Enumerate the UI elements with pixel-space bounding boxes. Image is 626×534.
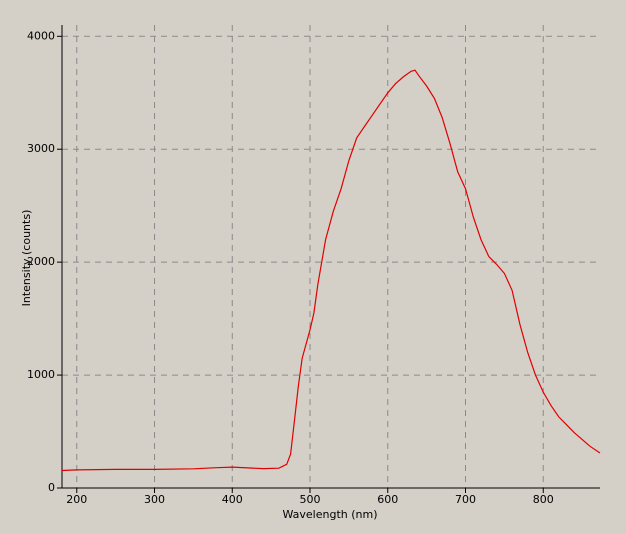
y-tick-label: 4000 xyxy=(27,29,55,42)
x-tick-label: 800 xyxy=(533,493,554,506)
x-tick-label: 700 xyxy=(455,493,476,506)
y-tick-label: 2000 xyxy=(27,255,55,268)
y-tick-label: 1000 xyxy=(27,368,55,381)
x-tick-label: 600 xyxy=(377,493,398,506)
x-axis-label: Wavelength (nm) xyxy=(282,508,377,521)
x-tick-label: 400 xyxy=(222,493,243,506)
y-tick-label: 3000 xyxy=(27,142,55,155)
data-line xyxy=(61,69,601,472)
x-tick-label: 200 xyxy=(66,493,87,506)
y-tick-label: 0 xyxy=(48,481,55,494)
x-tick-label: 300 xyxy=(144,493,165,506)
x-tick-label: 500 xyxy=(300,493,321,506)
y-axis-label: Intensity (counts) xyxy=(20,210,33,307)
